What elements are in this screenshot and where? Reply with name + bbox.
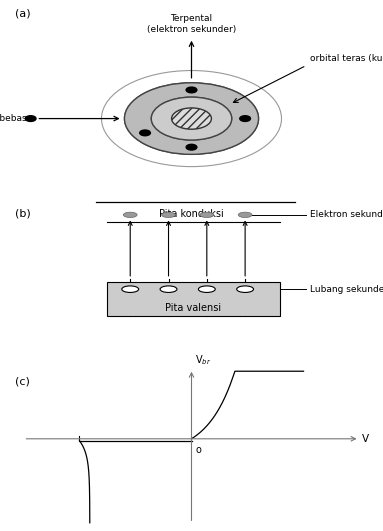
Circle shape <box>240 116 250 122</box>
Circle shape <box>172 108 211 129</box>
Text: Terpental
(elektron sekunder): Terpental (elektron sekunder) <box>147 14 236 34</box>
Circle shape <box>140 130 151 136</box>
Circle shape <box>237 286 254 293</box>
Circle shape <box>124 83 259 155</box>
Circle shape <box>200 212 214 218</box>
Text: (c): (c) <box>15 376 30 386</box>
Circle shape <box>186 87 197 93</box>
Text: elektron bebas: elektron bebas <box>0 114 27 123</box>
Text: Elektron sekunder: Elektron sekunder <box>310 210 383 219</box>
Circle shape <box>124 83 259 155</box>
Text: Pita konduksi: Pita konduksi <box>159 209 224 219</box>
Circle shape <box>151 97 232 140</box>
Circle shape <box>25 116 36 122</box>
Circle shape <box>123 212 137 218</box>
Circle shape <box>172 108 211 129</box>
Text: orbital teras (kulit-penuh): orbital teras (kulit-penuh) <box>310 54 383 63</box>
Text: Pita valensi: Pita valensi <box>165 303 221 313</box>
Bar <box>107 282 280 316</box>
Circle shape <box>151 97 232 140</box>
Text: o: o <box>195 445 201 455</box>
Circle shape <box>186 144 197 150</box>
Circle shape <box>238 212 252 218</box>
Circle shape <box>198 286 215 293</box>
Circle shape <box>162 212 175 218</box>
Text: V: V <box>362 434 369 444</box>
Text: (b): (b) <box>15 209 31 219</box>
Circle shape <box>160 286 177 293</box>
Text: V$_{br}$: V$_{br}$ <box>195 354 211 367</box>
Text: Lubang sekunder: Lubang sekunder <box>310 285 383 294</box>
Circle shape <box>122 286 139 293</box>
Text: (a): (a) <box>15 8 31 18</box>
